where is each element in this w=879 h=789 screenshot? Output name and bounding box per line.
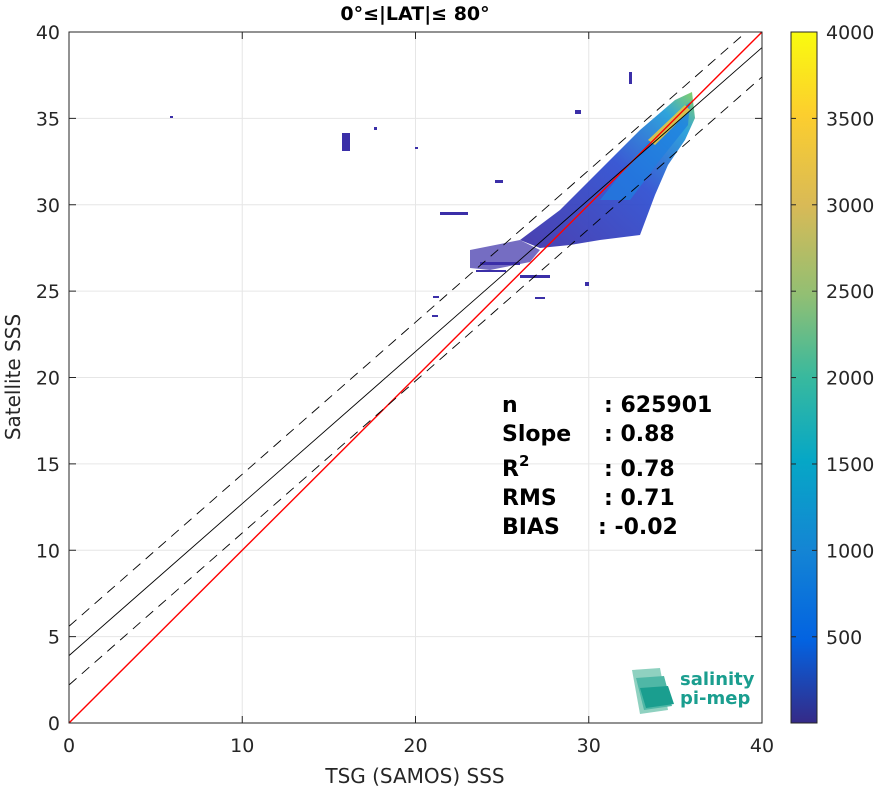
colorbar-ticks: 500 1000 1500 2000 2500 3000 3500 4000 [791, 22, 874, 649]
logo-text-line1: salinity [680, 669, 755, 690]
density-speck [585, 282, 589, 286]
y-tick-label: 25 [36, 281, 60, 303]
density-speck [440, 212, 468, 215]
colorbar-tick-label: 3000 [826, 195, 874, 217]
logo-mark [640, 686, 674, 708]
stat-label: RMS [502, 486, 557, 511]
line-fit-plus [69, 32, 747, 627]
density-speck [433, 296, 439, 298]
stat-value: : 0.71 [604, 486, 675, 511]
density-speck [495, 180, 503, 183]
line-fit-minus [69, 76, 762, 686]
density-blob-16 [342, 133, 350, 151]
colorbar-tick-label: 500 [826, 627, 862, 649]
stat-value: : 625901 [604, 393, 712, 418]
y-tick-label: 5 [48, 627, 60, 649]
stat-value: : -0.02 [598, 515, 678, 540]
y-tick-label: 40 [36, 22, 60, 44]
y-axis-label: Satellite SSS [1, 314, 25, 440]
stat-value: : 0.88 [604, 422, 675, 447]
colorbar-tick-label: 4000 [826, 22, 874, 44]
line-identity [69, 32, 762, 723]
density-speck [575, 110, 581, 114]
x-axis-ticks: 0 10 20 30 40 [63, 32, 774, 757]
stat-label: n [502, 393, 518, 418]
stat-label: BIAS [502, 515, 560, 540]
line-fit [69, 47, 762, 656]
density-speck [415, 147, 418, 149]
chart-title: 0°≤|LAT|≤ 80° [340, 3, 489, 25]
salinity-pi-mep-logo: salinity pi-mep [632, 668, 755, 714]
logo-text-line2: pi-mep [680, 688, 750, 709]
x-tick-label: 40 [750, 735, 774, 757]
density-speck [170, 116, 173, 118]
density-speck [535, 297, 545, 299]
stat-label: Slope [502, 422, 571, 447]
y-tick-label: 30 [36, 195, 60, 217]
x-tick-label: 0 [63, 735, 75, 757]
x-tick-label: 10 [230, 735, 254, 757]
colorbar-tick-label: 1000 [826, 540, 874, 562]
colorbar-tick-label: 1500 [826, 454, 874, 476]
x-tick-label: 30 [577, 735, 601, 757]
density-speck [480, 262, 520, 265]
x-tick-label: 20 [403, 735, 427, 757]
colorbar-tick-label: 3500 [826, 108, 874, 130]
reference-lines [69, 32, 762, 723]
colorbar-tick-label: 2500 [826, 281, 874, 303]
colorbar: 500 1000 1500 2000 2500 3000 3500 4000 [790, 22, 874, 724]
colorbar-tick-label: 2000 [826, 368, 874, 390]
y-tick-label: 20 [36, 368, 60, 390]
density-speck [432, 315, 438, 317]
y-tick-label: 10 [36, 540, 60, 562]
density-speck [629, 72, 632, 84]
density-speck [476, 270, 506, 272]
y-tick-label: 0 [48, 713, 60, 735]
y-axis-ticks: 0 5 10 15 20 25 30 35 40 [36, 22, 762, 735]
density-main [520, 92, 695, 248]
x-axis-label: TSG (SAMOS) SSS [324, 764, 504, 788]
y-tick-label: 35 [36, 108, 60, 130]
stat-value: : 0.78 [604, 457, 675, 482]
density-speck [374, 127, 377, 130]
y-tick-label: 15 [36, 454, 60, 476]
